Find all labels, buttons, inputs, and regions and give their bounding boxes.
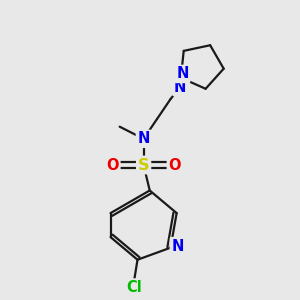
Text: Cl: Cl — [126, 280, 142, 295]
Text: N: N — [176, 66, 189, 81]
Text: O: O — [106, 158, 119, 172]
Text: N: N — [174, 80, 186, 94]
Text: N: N — [137, 131, 150, 146]
Text: S: S — [138, 158, 149, 172]
Text: O: O — [168, 158, 181, 172]
Text: N: N — [171, 238, 184, 253]
